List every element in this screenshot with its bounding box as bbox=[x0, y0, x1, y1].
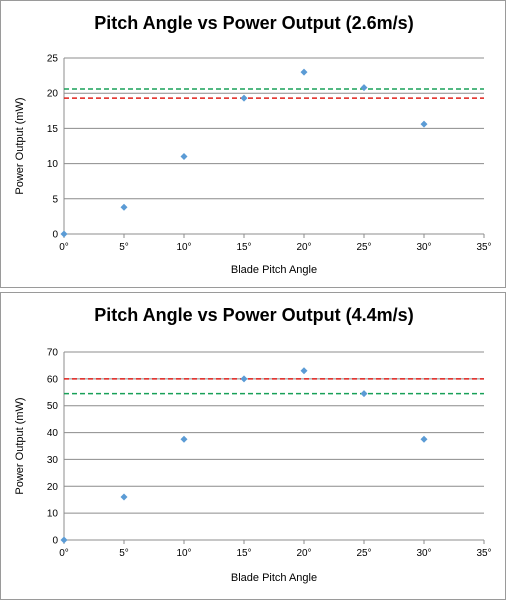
x-tick-label: 35° bbox=[476, 242, 491, 253]
x-tick-label: 25° bbox=[356, 548, 371, 559]
y-tick-label: 70 bbox=[47, 348, 59, 359]
x-tick-label: 5° bbox=[119, 242, 129, 253]
chart-2: Pitch Angle vs Power Output (4.4m/s) 0 10 2… bbox=[14, 305, 492, 584]
data-point bbox=[120, 493, 128, 501]
x-axis-label: Blade Pitch Angle bbox=[231, 572, 317, 584]
data-point bbox=[420, 435, 428, 443]
x-tick-label: 5° bbox=[119, 548, 129, 559]
x-tick-label: 30° bbox=[416, 242, 431, 253]
x-tick-label: 0° bbox=[59, 548, 69, 559]
y-tick-label: 20 bbox=[47, 89, 59, 100]
y-tick-label: 0 bbox=[52, 230, 58, 241]
chart-panel-1: Pitch Angle vs Power Output (2.6m/s) 0 5 10… bbox=[0, 0, 506, 288]
data-point bbox=[300, 68, 308, 76]
data-point bbox=[360, 84, 368, 92]
y-axis-label: Power Output (mW) bbox=[14, 97, 26, 194]
data-point bbox=[180, 153, 188, 161]
x-tick-label: 10° bbox=[176, 242, 191, 253]
x-tick-label: 10° bbox=[176, 548, 191, 559]
data-point bbox=[240, 375, 248, 383]
data-point bbox=[300, 367, 308, 375]
x-tick-label: 30° bbox=[416, 548, 431, 559]
y-tick-label: 40 bbox=[47, 428, 59, 439]
y-axis-label: Power Output (mW) bbox=[14, 397, 26, 494]
data-point bbox=[120, 203, 128, 211]
chart-panel-2: Pitch Angle vs Power Output (4.4m/s) 0 10 2… bbox=[0, 292, 506, 600]
chart-title: Pitch Angle vs Power Output (4.4m/s) bbox=[94, 305, 413, 325]
y-tick-label: 5 bbox=[52, 194, 58, 205]
y-tick-label: 15 bbox=[47, 124, 59, 135]
x-tick-label: 15° bbox=[236, 548, 251, 559]
y-tick-label: 50 bbox=[47, 401, 59, 412]
data-point bbox=[60, 230, 68, 238]
chart-1: Pitch Angle vs Power Output (2.6m/s) 0 5 10… bbox=[14, 13, 492, 276]
data-point bbox=[360, 390, 368, 398]
x-axis-label: Blade Pitch Angle bbox=[231, 264, 317, 276]
x-tick-label: 35° bbox=[476, 548, 491, 559]
y-tick-label: 10 bbox=[47, 509, 59, 520]
x-tick-label: 25° bbox=[356, 242, 371, 253]
chart-title: Pitch Angle vs Power Output (2.6m/s) bbox=[94, 13, 413, 33]
y-tick-label: 30 bbox=[47, 455, 59, 466]
x-tick-label: 15° bbox=[236, 242, 251, 253]
data-point bbox=[60, 536, 68, 544]
data-point bbox=[240, 94, 248, 102]
x-tick-label: 20° bbox=[296, 242, 311, 253]
y-tick-label: 20 bbox=[47, 482, 59, 493]
x-tick-label: 0° bbox=[59, 242, 69, 253]
x-tick-label: 20° bbox=[296, 548, 311, 559]
y-tick-label: 0 bbox=[52, 536, 58, 547]
y-tick-label: 25 bbox=[47, 54, 59, 65]
data-point bbox=[420, 120, 428, 128]
data-point bbox=[180, 435, 188, 443]
y-tick-label: 10 bbox=[47, 159, 59, 170]
y-tick-label: 60 bbox=[47, 374, 59, 385]
